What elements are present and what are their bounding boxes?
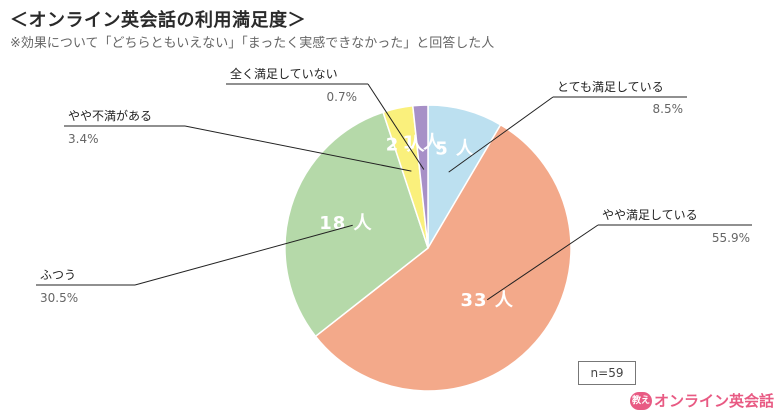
pie-slice-3 [284,111,429,338]
leader-line [184,125,412,172]
leader-line [448,96,554,173]
percent-label: 8.5% [653,102,684,116]
leader-line [134,224,353,286]
category-label: 全く満足していない [230,66,338,81]
leader-line [486,224,599,301]
sample-size-box: n=59 [578,361,636,385]
brand-badge: 教えて! [629,391,652,415]
percent-label: 30.5% [40,291,78,305]
category-label: ふつう [40,268,76,282]
brand-name: オンライン英会話 [653,392,774,410]
category-label: やや満足している [602,208,698,222]
pie-slice-5 [411,104,429,249]
slice-count-label: 2 人 [386,135,426,156]
slice-count-label: 5 人 [435,139,475,160]
leader-line [367,83,425,170]
slice-count-label: 33 人 [461,290,514,311]
category-label: やや不満がある [68,108,152,123]
pie-slice-2 [314,123,572,392]
chart-subtitle: ※効果について「どちらともいえない」「まったく実感できなかった」と回答した人 [10,36,495,51]
percent-label: 0.7% [327,90,358,104]
brand-logo[interactable]: 教えて! オンライン英会話 [629,390,774,415]
category-label: とても満足している [557,80,664,94]
chart-title: ＜オンライン英会話の利用満足度＞ [10,10,306,31]
percent-label: 3.4% [68,132,99,146]
percent-label: 55.9% [712,231,750,245]
slice-count-label: 18 人 [319,213,372,234]
slice-count-label: 1 人 [402,132,442,153]
